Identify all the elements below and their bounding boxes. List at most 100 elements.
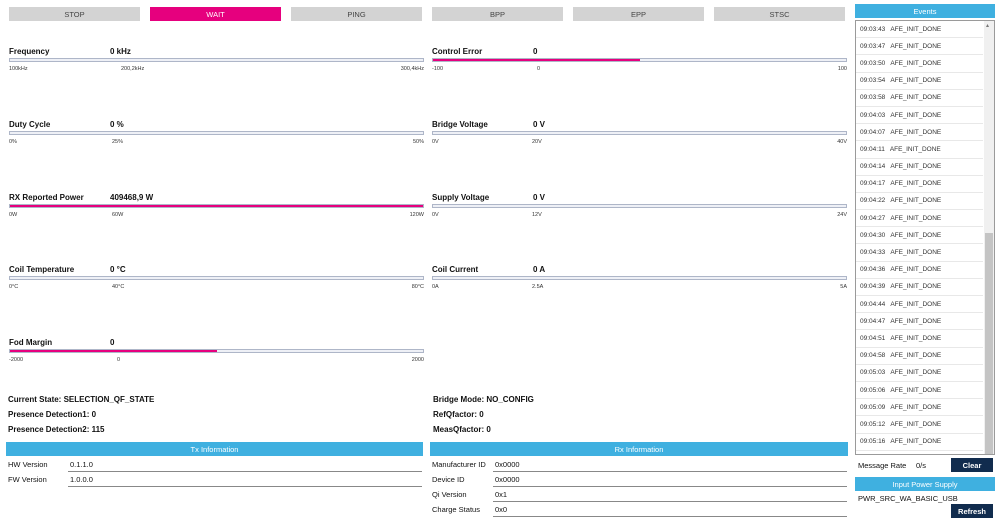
coil-temperature-tick-max: 80°C <box>411 284 424 290</box>
mode-button-stop[interactable]: STOP <box>9 7 140 21</box>
events-scroll-thumb[interactable] <box>985 233 993 454</box>
rx-reported-power-value: 409468,9 W <box>110 193 154 202</box>
event-item[interactable]: 09:04:22 AFE_INIT_DONE <box>856 193 983 211</box>
event-text: AFE_INIT_DONE <box>890 420 942 428</box>
event-item[interactable]: 09:04:58 AFE_INIT_DONE <box>856 348 983 365</box>
presence-detection-1: Presence Detection1: 0 <box>8 410 97 419</box>
event-item[interactable]: 09:05:03 AFE_INIT_DONE <box>856 365 983 382</box>
event-text: AFE_INIT_DONE <box>890 128 942 136</box>
bridge-mode: Bridge Mode: NO_CONFIG <box>433 395 534 404</box>
event-item[interactable]: 09:03:58 AFE_INIT_DONE <box>856 90 983 107</box>
event-text: AFE_INIT_DONE <box>890 300 942 308</box>
event-item[interactable]: 09:04:33 AFE_INIT_DONE <box>856 244 983 262</box>
event-item[interactable]: 09:04:11 AFE_INIT_DONE <box>856 141 983 159</box>
mode-button-ping[interactable]: PING <box>291 7 422 21</box>
supply-voltage-label: Supply Voltage <box>432 193 490 202</box>
event-item[interactable]: 09:04:17 AFE_INIT_DONE <box>856 176 983 193</box>
tx-row-key: FW Version <box>8 475 47 484</box>
event-text: AFE_INIT_DONE <box>890 59 942 67</box>
fod-margin-tick-max: 2000 <box>411 357 424 363</box>
rx-reported-power-tick-min: 0W <box>9 212 18 218</box>
event-text: AFE_INIT_DONE <box>890 386 942 394</box>
event-text: AFE_INIT_DONE <box>890 163 942 171</box>
event-item[interactable]: 09:04:44 AFE_INIT_DONE <box>856 296 983 314</box>
event-time: 09:04:11 <box>860 145 885 153</box>
rx-information-header: Rx Information <box>430 442 848 456</box>
duty-cycle-bar <box>9 131 424 135</box>
fod-margin-gauge: Fod Margin 0 -2000 0 2000 <box>9 338 424 364</box>
event-time: 09:04:51 <box>860 334 886 342</box>
event-text: AFE_INIT_DONE <box>890 180 942 188</box>
mode-button-epp[interactable]: EPP <box>573 7 704 21</box>
event-time: 09:04:58 <box>860 352 886 360</box>
event-time: 09:04:03 <box>860 111 886 119</box>
event-item[interactable]: 09:04:47 AFE_INIT_DONE <box>856 313 983 331</box>
rx-reported-power-tick-mid: 60W <box>112 212 124 218</box>
event-time: 09:04:22 <box>860 197 886 205</box>
event-time: 09:04:27 <box>860 214 886 222</box>
coil-temperature-tick-mid: 40°C <box>112 284 125 290</box>
duty-cycle-tick-mid: 25% <box>112 139 124 145</box>
event-item[interactable]: 09:05:06 AFE_INIT_DONE <box>856 382 983 400</box>
refresh-button[interactable]: Refresh <box>951 504 993 518</box>
event-item[interactable]: 09:03:47 AFE_INIT_DONE <box>856 38 983 56</box>
event-time: 09:04:14 <box>860 163 886 171</box>
event-item[interactable]: 09:04:14 AFE_INIT_DONE <box>856 159 983 176</box>
fod-margin-tick-min: -2000 <box>9 357 24 363</box>
event-item[interactable]: 09:04:51 AFE_INIT_DONE <box>856 330 983 348</box>
event-text: AFE_INIT_DONE <box>890 231 942 239</box>
event-time: 09:04:07 <box>860 128 886 136</box>
control-error-value: 0 <box>533 47 538 56</box>
coil-current-bar <box>432 276 847 280</box>
rx-reported-power-gauge: RX Reported Power 409468,9 W 0W 60W 120W <box>9 193 424 219</box>
fod-margin-bar <box>9 349 424 353</box>
event-item[interactable]: 09:05:12 AFE_INIT_DONE <box>856 416 983 434</box>
bridge-voltage-value: 0 V <box>533 120 546 129</box>
rx-row-key: Device ID <box>432 475 465 484</box>
clear-button[interactable]: Clear <box>951 458 993 472</box>
event-item[interactable]: 09:04:03 AFE_INIT_DONE <box>856 107 983 125</box>
event-item[interactable]: 09:03:50 AFE_INIT_DONE <box>856 55 983 73</box>
coil-temperature-label: Coil Temperature <box>9 265 75 274</box>
bridge-voltage-tick-min: 0V <box>432 139 439 145</box>
event-time: 09:04:30 <box>860 231 886 239</box>
coil-current-value: 0 A <box>533 265 546 274</box>
event-text: AFE_INIT_DONE <box>890 266 942 274</box>
event-item[interactable]: 09:04:36 AFE_INIT_DONE <box>856 262 983 279</box>
event-item[interactable]: 09:03:54 AFE_INIT_DONE <box>856 73 983 90</box>
event-text: AFE_INIT_DONE <box>890 369 942 377</box>
rx-row-qi-version: Qi Version 0x1 <box>432 488 847 502</box>
event-item[interactable]: 09:03:43 AFE_INIT_DONE <box>856 21 983 39</box>
events-list[interactable]: 09:03:43 AFE_INIT_DONE 09:03:47 AFE_INIT_DO… <box>855 20 995 455</box>
coil-current-label: Coil Current <box>432 265 479 274</box>
frequency-label: Frequency <box>9 47 50 56</box>
event-item[interactable]: 09:05:16 AFE_INIT_DONE <box>856 434 983 451</box>
event-time: 09:03:58 <box>860 94 886 102</box>
rx-reported-power-label: RX Reported Power <box>9 193 84 202</box>
event-time: 09:04:47 <box>860 317 886 325</box>
rx-row-device-id: Device ID 0x0000 <box>432 473 847 487</box>
event-text: AFE_INIT_DONE <box>890 94 942 102</box>
mode-button-stsc[interactable]: STSC <box>714 7 845 21</box>
event-item[interactable]: 09:04:27 AFE_INIT_DONE <box>856 210 983 228</box>
mode-button-wait[interactable]: WAIT <box>150 7 281 21</box>
scroll-up-arrow-icon[interactable]: ▴ <box>986 23 990 29</box>
rx-reported-power-tick-max: 120W <box>409 212 424 218</box>
mode-button-bpp[interactable]: BPP <box>432 7 563 21</box>
frequency-value: 0 kHz <box>110 47 131 56</box>
event-time: 09:05:16 <box>860 438 886 446</box>
rx-row-manufacturer-id: Manufacturer ID 0x0000 <box>432 458 847 472</box>
ref-qfactor: RefQfactor: 0 <box>433 410 484 419</box>
event-time: 09:04:33 <box>860 249 886 257</box>
duty-cycle-value: 0 % <box>110 120 124 129</box>
fod-margin-bar-fill <box>10 350 217 352</box>
event-item[interactable]: 09:04:30 AFE_INIT_DONE <box>856 227 983 245</box>
rx-row-key: Charge Status <box>432 505 480 514</box>
event-item[interactable]: 09:04:39 AFE_INIT_DONE <box>856 279 983 296</box>
event-item[interactable]: 09:05:09 AFE_INIT_DONE <box>856 399 983 417</box>
supply-voltage-gauge: Supply Voltage 0 V 0V 12V 24V <box>432 193 847 219</box>
event-text: AFE_INIT_DONE <box>890 283 942 291</box>
event-text: AFE_INIT_DONE <box>889 145 941 153</box>
event-item[interactable]: 09:04:07 AFE_INIT_DONE <box>856 124 983 142</box>
events-scrollbar[interactable]: ▴ <box>984 21 994 454</box>
